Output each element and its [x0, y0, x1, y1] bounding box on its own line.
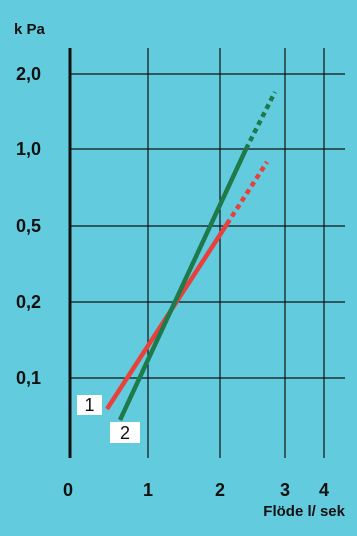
series-line-solid-2: [117, 148, 249, 421]
series-label-2: 2: [120, 423, 130, 443]
series-line-dashed-1: [225, 160, 269, 226]
y-tick-label: 0,5: [16, 216, 41, 236]
x-tick-label: 3: [280, 480, 290, 500]
x-tick-label: 4: [319, 480, 329, 500]
x-tick-label: 0: [63, 480, 73, 500]
series-label-box-1: [77, 395, 102, 415]
y-tick-label: 0,1: [16, 368, 41, 388]
y-tick-label: 1,0: [16, 139, 41, 159]
y-axis-unit-label: k Pa: [14, 21, 46, 38]
axes: 2,01,00,50,20,10 1 2 3 4: [16, 48, 329, 500]
x-axis-unit-label: Flöde l/ sek: [263, 503, 345, 520]
grid: [70, 48, 345, 458]
y-tick-label: 0,2: [16, 292, 41, 312]
series-line-dashed-2: [243, 90, 278, 151]
x-tick-label: 2: [215, 480, 225, 500]
series-labels: 12: [77, 395, 140, 443]
series-label-box-2: [110, 422, 140, 443]
y-tick-label: 2,0: [16, 64, 41, 84]
series-label-1: 1: [84, 395, 94, 415]
x-tick-label: 1: [143, 480, 153, 500]
series-lines: [105, 90, 278, 421]
